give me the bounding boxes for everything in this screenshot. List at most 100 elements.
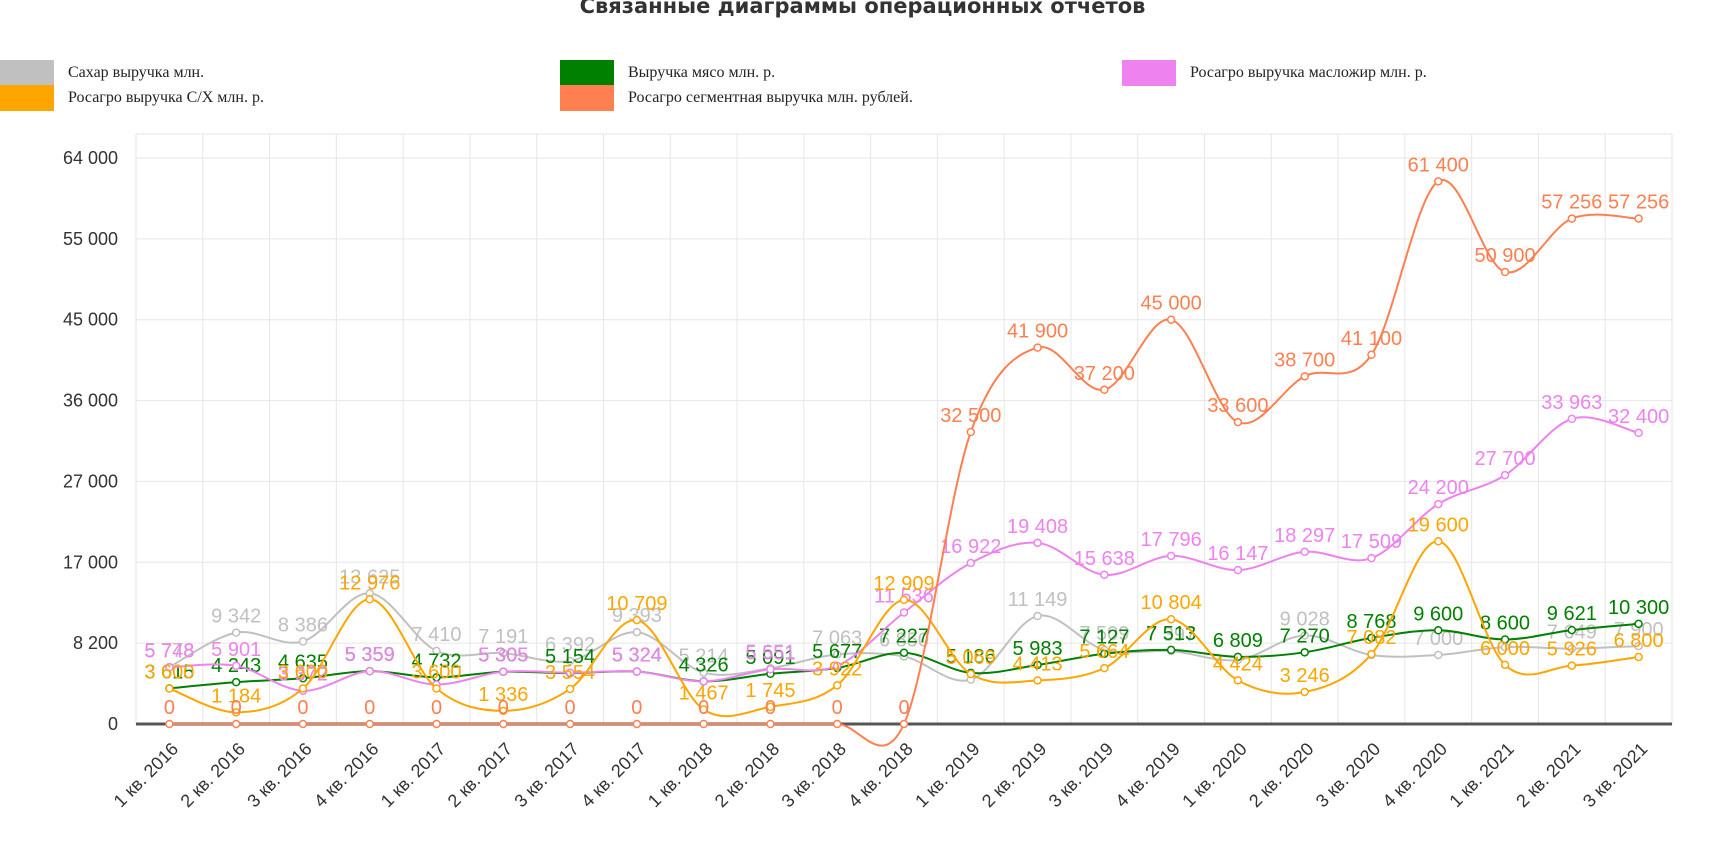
data-label: 5 901 xyxy=(211,639,261,661)
x-tick-label: 4 кв. 2016 xyxy=(310,739,382,811)
x-tick-label: 1 кв. 2019 xyxy=(911,739,983,811)
data-point xyxy=(432,684,441,693)
data-label: 9 342 xyxy=(211,606,261,628)
data-label: 0 xyxy=(164,697,175,719)
data-label: 32 400 xyxy=(1608,406,1669,428)
data-point xyxy=(1300,631,1309,640)
data-label: 16 922 xyxy=(940,536,1001,558)
data-point xyxy=(565,684,575,694)
data-point xyxy=(699,719,708,729)
legend-item-segment[interactable]: Росагро сегментная выручка млн. рублей. xyxy=(560,85,913,111)
y-tick-label: 36 000 xyxy=(63,391,118,411)
data-label: 0 xyxy=(498,697,509,719)
data-label: 5 778 xyxy=(144,640,194,662)
data-point xyxy=(1100,570,1109,580)
data-label: 17 796 xyxy=(1141,529,1202,551)
data-label: 4 424 xyxy=(1213,653,1263,675)
data-label: 61 400 xyxy=(1408,154,1469,176)
data-point xyxy=(766,719,775,729)
data-label: 9 621 xyxy=(1547,603,1597,625)
data-point xyxy=(565,668,575,677)
data-point xyxy=(1100,649,1109,658)
x-tick-label: 2 кв. 2019 xyxy=(978,739,1050,811)
data-point xyxy=(1434,537,1443,546)
data-label: 5 154 xyxy=(545,646,595,668)
data-label: 5 651 xyxy=(745,641,795,663)
data-point xyxy=(1233,417,1243,427)
series-line xyxy=(169,179,1639,747)
x-tick-label: 1 кв. 2018 xyxy=(644,739,716,811)
data-label: 3 554 xyxy=(545,662,595,684)
data-point xyxy=(1300,648,1309,657)
data-point xyxy=(432,646,441,656)
x-tick-label: 1 кв. 2017 xyxy=(377,739,449,811)
data-label: 4 732 xyxy=(411,650,461,672)
data-point xyxy=(165,684,174,693)
y-tick-label: 64 000 xyxy=(63,148,118,168)
x-tick-label: 3 кв. 2017 xyxy=(510,739,582,811)
data-label: 0 xyxy=(765,697,776,719)
data-point xyxy=(1500,470,1510,480)
data-point xyxy=(832,719,842,729)
x-tick-label: 1 кв. 2021 xyxy=(1445,739,1517,811)
series-4: 0 0 0 0 0 0 0 0 0 0 0 0 32 500 41 900 37 200 45 000 33 6… xyxy=(164,154,1669,747)
data-point xyxy=(499,648,508,658)
data-point xyxy=(1434,650,1443,660)
data-label: 24 200 xyxy=(1408,477,1469,499)
data-point xyxy=(1100,663,1109,673)
data-point xyxy=(966,558,976,568)
data-point xyxy=(1367,350,1376,360)
y-tick-label: 17 000 xyxy=(63,552,118,572)
legend-label-segment: Росагро сегментная выручка млн. рублей. xyxy=(628,89,913,106)
data-point xyxy=(298,684,308,693)
data-point xyxy=(298,637,308,646)
data-label: 6 800 xyxy=(1614,630,1664,652)
data-label: 0 xyxy=(231,697,242,719)
data-label: 5 926 xyxy=(1547,639,1597,661)
data-label: 5 305 xyxy=(478,645,528,667)
data-point xyxy=(1567,661,1577,670)
data-label: 7 063 xyxy=(812,627,862,649)
data-point xyxy=(1634,619,1643,629)
data-point xyxy=(1166,551,1176,561)
data-point xyxy=(1300,547,1309,557)
y-tick-label: 55 000 xyxy=(63,229,118,249)
data-label: 5 551 xyxy=(745,642,795,664)
data-point xyxy=(899,608,909,617)
data-label: 5 069 xyxy=(946,647,996,669)
data-label: 12 976 xyxy=(339,572,400,594)
data-point xyxy=(231,661,241,671)
data-point xyxy=(1367,649,1376,659)
data-label: 1 467 xyxy=(679,683,729,705)
data-label: 5 324 xyxy=(612,645,662,667)
data-point xyxy=(766,702,775,712)
data-label: 5 359 xyxy=(345,644,395,666)
data-point xyxy=(1500,660,1510,670)
y-tick-label: 8 200 xyxy=(73,633,118,653)
data-label: 33 600 xyxy=(1207,395,1268,417)
data-label: 7 000 xyxy=(1413,628,1463,650)
x-tick-label: 3 кв. 2016 xyxy=(243,739,315,811)
data-label: 19 600 xyxy=(1408,514,1469,536)
legend-item-meat[interactable]: Выручка мясо млн. р. xyxy=(560,60,775,86)
x-tick-label: 1 кв. 2020 xyxy=(1178,739,1250,811)
data-label: 7 227 xyxy=(879,626,929,648)
legend-item-sugar[interactable]: Сахар выручка млн. xyxy=(0,60,204,86)
data-label: 0 xyxy=(565,697,576,719)
legend-item-agri[interactable]: Росагро выручка С/Х млн. р. xyxy=(0,85,264,111)
data-label: 10 804 xyxy=(1141,592,1202,614)
data-label: 10 709 xyxy=(606,593,667,615)
x-tick-label: 3 кв. 2021 xyxy=(1579,739,1651,811)
data-point xyxy=(1033,343,1042,352)
legend-item-oil[interactable]: Росагро выручка масложир млн. р. xyxy=(1122,60,1427,86)
data-label: 7 397 xyxy=(1146,624,1196,646)
data-label: 5 748 xyxy=(144,640,194,662)
data-label: 7 127 xyxy=(1079,627,1129,649)
data-label: 5 091 xyxy=(745,647,795,669)
data-point xyxy=(165,719,174,729)
legend-swatch-sugar xyxy=(0,60,54,86)
data-point xyxy=(231,708,241,717)
data-point xyxy=(699,705,708,714)
data-label: 8 600 xyxy=(1480,612,1530,634)
data-point xyxy=(1434,499,1443,509)
